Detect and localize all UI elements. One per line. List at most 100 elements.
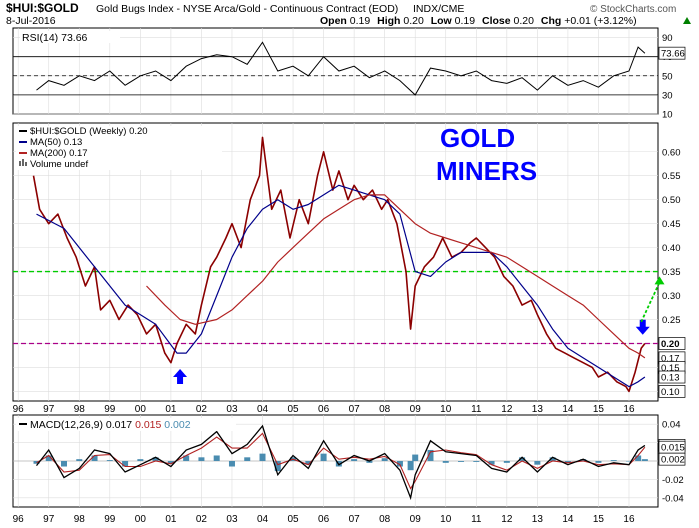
price-x-tick-label: 06: [318, 404, 330, 415]
projection-arrowhead-icon: [654, 276, 665, 285]
macd-histogram-bar: [641, 459, 648, 461]
price-x-tick-label: 14: [562, 404, 574, 415]
macd-histogram-bar: [244, 457, 251, 461]
macd-legend-label: MACD(12,26,9): [30, 419, 103, 431]
macd-histogram-bar: [442, 461, 449, 463]
macd-x-tick-label: 07: [349, 514, 361, 525]
chg-value: +0.01 (+3.12%): [564, 15, 636, 27]
macd-histogram-bar: [61, 461, 68, 467]
macd-histogram-bar: [564, 461, 571, 463]
legend-ma200-name: MA(200): [30, 148, 66, 159]
legend-ma50: MA(50) 0.13: [30, 137, 82, 148]
macd-histogram-bar: [635, 455, 642, 461]
macd-x-tick-label: 06: [318, 514, 330, 525]
price-value-marker: 0.17: [661, 353, 680, 364]
price-value-marker: 0.20: [661, 339, 680, 350]
high-value: 0.20: [403, 15, 424, 27]
price-value-marker-box: [658, 385, 686, 398]
price-x-tick-label: 99: [104, 404, 116, 415]
rsi-value-marker-box: [658, 46, 686, 60]
macd-histogram-bar: [381, 458, 388, 461]
price-x-tick-label: 11: [471, 404, 482, 415]
macd-histogram-bar: [183, 455, 190, 461]
macd-histogram-bar: [519, 457, 526, 461]
macd-histogram-bar: [137, 459, 144, 461]
ma50-line: [36, 184, 646, 388]
low-value: 0.19: [455, 15, 476, 27]
legend-price: $HUI:$GOLD (Weekly) 0.20: [30, 126, 148, 137]
legend-price-value: 0.20: [129, 126, 148, 137]
price-x-tick-label: 08: [379, 404, 391, 415]
price-x-tick-label: 96: [13, 404, 25, 415]
macd-histogram-bar: [534, 461, 541, 465]
macd-histogram-bar: [228, 461, 235, 467]
macd-histogram-bar: [458, 461, 465, 462]
macd-x-tick-label: 00: [135, 514, 147, 525]
chg-label: Chg: [541, 15, 561, 27]
low-label: Low: [431, 15, 453, 27]
macd-histogram-bar: [610, 460, 617, 461]
price-y-tick-label: 0.55: [662, 171, 681, 182]
macd-histogram-bar: [45, 455, 52, 461]
macd-legend-text: MACD(12,26,9) 0.017 0.015 0.002: [30, 419, 191, 431]
price-x-tick-label: 98: [74, 404, 86, 415]
legend-volume-name: Volume: [30, 159, 62, 170]
macd-histogram-bar: [549, 457, 556, 461]
legend-ma50-name: MA(50): [30, 137, 61, 148]
legend-price-name: $HUI:$GOLD (Weekly): [30, 126, 126, 137]
macd-x-tick-label: 05: [287, 514, 299, 525]
macd-signal-line: [36, 432, 646, 490]
rsi-y-tick-label: 90: [662, 33, 673, 44]
macd-histogram-bar: [152, 457, 159, 461]
macd-legend-hist: 0.002: [164, 419, 190, 431]
rsi-y-tick-label: 10: [662, 110, 673, 121]
price-line: [32, 136, 646, 393]
macd-x-tick-label: 11: [471, 514, 482, 525]
macd-x-tick-label: 02: [196, 514, 208, 525]
price-x-tick-label: 03: [226, 404, 238, 415]
macd-legend-macd: 0.017: [106, 419, 132, 431]
macd-x-tick-label: 01: [165, 514, 177, 525]
price-x-tick-label: 05: [287, 404, 299, 415]
macd-value-marker: 0.002: [661, 455, 685, 466]
macd-x-tick-label: 96: [13, 514, 25, 525]
macd-x-tick-label: 97: [43, 514, 55, 525]
macd-histogram-bar: [488, 461, 495, 465]
macd-value-marker-box: [658, 452, 686, 466]
macd-histogram-bar: [167, 461, 174, 464]
price-y-tick-label: 0.45: [662, 219, 681, 230]
macd-x-tick-label: 98: [74, 514, 86, 525]
macd-histogram-bar: [351, 459, 358, 461]
date-label: 8-Jul-2016: [6, 15, 56, 27]
open-label: Open: [320, 15, 347, 27]
index-name: Gold Bugs Index - NYSE Arca/Gold - Conti…: [96, 3, 398, 15]
macd-x-tick-label: 04: [257, 514, 269, 525]
price-x-tick-label: 10: [440, 404, 452, 415]
macd-histogram-bar: [503, 461, 510, 463]
up-arrow-icon: [173, 369, 188, 385]
macd-legend: MACD(12,26,9) 0.017 0.015 0.002: [16, 418, 236, 431]
price-y-tick-label: 0.40: [662, 243, 681, 254]
up-triangle-icon: [683, 17, 691, 24]
macd-value-marker: 0.015: [661, 443, 685, 454]
macd-y-tick-label: 0.04: [662, 420, 681, 431]
ohlc-readout: Open 0.19 High 0.20 Low 0.19 Close 0.20 …: [320, 15, 637, 27]
macd-histogram-bar: [580, 459, 587, 461]
macd-y-tick-label: -0.04: [662, 493, 684, 504]
price-y-tick-label: 0.30: [662, 291, 681, 302]
price-x-tick-label: 97: [43, 404, 55, 415]
open-value: 0.19: [350, 15, 371, 27]
macd-x-tick-label: 03: [226, 514, 238, 525]
legend-volume: Volume undef: [30, 159, 88, 170]
rsi-y-tick-label: 50: [662, 71, 673, 82]
price-y-tick-label: 0.35: [662, 267, 681, 278]
legend-ma50-value: 0.13: [64, 137, 83, 148]
projection-line: [640, 282, 661, 323]
macd-histogram-bar: [396, 461, 403, 467]
price-value-marker: 0.13: [661, 373, 680, 384]
symbol-label: $HUI:$GOLD: [6, 1, 79, 15]
rsi-line: [36, 41, 646, 96]
close-value: 0.20: [514, 15, 535, 27]
